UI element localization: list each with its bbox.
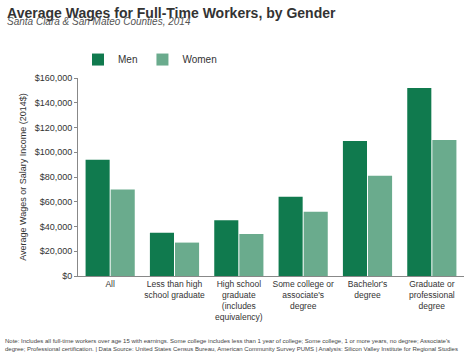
svg-text:$80,000: $80,000 — [40, 172, 73, 182]
svg-text:Santa Clara & San Mateo Counti: Santa Clara & San Mateo Counties, 2014 — [7, 16, 191, 27]
svg-text:All: All — [105, 279, 115, 289]
svg-text:Less than highschool graduate: Less than highschool graduate — [144, 279, 205, 300]
html-text:Note: Includes all full-time w: Note: Includes all full-time workers ove… — [5, 338, 458, 352]
svg-text:Women: Women — [182, 54, 216, 65]
svg-text:$120,000: $120,000 — [35, 123, 73, 133]
svg-text:Average Wages or Salary Income: Average Wages or Salary Income (2014$) — [18, 93, 28, 261]
svg-text:Average Wages for Full-Time Wo: Average Wages for Full-Time Workers, by … — [7, 5, 336, 21]
svg-text:$20,000: $20,000 — [40, 246, 73, 256]
svg-text:$160,000: $160,000 — [35, 73, 73, 83]
svg-text:Bachelor'sdegree: Bachelor'sdegree — [348, 279, 387, 300]
svg-text:Men: Men — [118, 54, 137, 65]
svg-text:$60,000: $60,000 — [40, 197, 73, 207]
svg-text:Some college orassociate'sdegr: Some college orassociate'sdegree — [272, 279, 334, 311]
svg-text:$140,000: $140,000 — [35, 98, 73, 108]
svg-text:High schoolgraduate(includeseq: High schoolgraduate(includesequivalency) — [215, 279, 263, 322]
svg-text:$0: $0 — [62, 271, 72, 281]
svg-text:$40,000: $40,000 — [40, 222, 73, 232]
svg-text:Graduate orprofessionaldegree: Graduate orprofessionaldegree — [409, 279, 455, 311]
svg-text:$100,000: $100,000 — [35, 147, 73, 157]
